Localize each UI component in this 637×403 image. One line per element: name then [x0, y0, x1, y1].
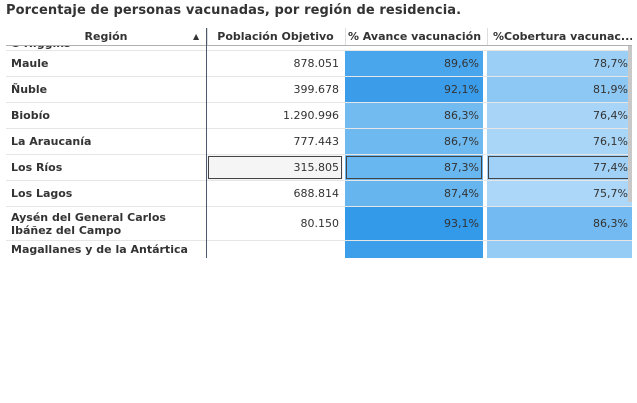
cell-cobertura: 75,7% [487, 181, 632, 206]
table-row[interactable]: La Araucanía 777.443 86,7% 76,1% [6, 129, 632, 155]
cell-region: La Araucanía [11, 135, 92, 148]
cell-poblacion: 688.814 [293, 187, 340, 200]
cell-region: Biobío [11, 109, 50, 122]
cell-poblacion: 399.678 [293, 83, 340, 96]
cell-avance: 87,3% [345, 155, 483, 180]
table-row[interactable]: Biobío 1.290.996 86,3% 76,4% [6, 103, 632, 129]
cell-poblacion: 777.443 [293, 135, 340, 148]
cell-region: Aysén del General Carlos Ibáñez del Camp… [11, 210, 166, 237]
cell-region: Los Ríos [11, 161, 63, 174]
cell-poblacion: 315.805 [207, 155, 343, 180]
cell-poblacion: 141.000 [207, 241, 343, 258]
cell-cobertura: 77,4% [487, 155, 632, 180]
cell-avance: 86,7% [345, 129, 483, 154]
table-row[interactable]: Maule 878.051 89,6% 78,7% [6, 51, 632, 77]
cell-poblacion: 878.051 [293, 57, 340, 70]
cell-cobertura: 76,1% [487, 129, 632, 154]
page-title: Porcentaje de personas vacunadas, por re… [6, 3, 462, 18]
vertical-scrollbar[interactable] [628, 46, 632, 202]
table-row[interactable]: Los Lagos 688.814 87,4% 75,7% [6, 181, 632, 207]
table-header: Región ▲ Población Objetivo % Avance vac… [6, 28, 632, 46]
cell-region: Magallanes y de la Antártica [11, 243, 188, 256]
column-header-avance[interactable]: % Avance vacunación [345, 28, 483, 45]
cell-region: Maule [11, 57, 49, 70]
vaccination-table: Región ▲ Población Objetivo % Avance vac… [6, 28, 632, 258]
cell-avance: 89,6% [345, 51, 483, 76]
table-row[interactable]: Magallanes y de la Antártica 141.000 91,… [6, 241, 632, 258]
cell-avance: 93,1% [345, 207, 483, 240]
column-header-poblacion[interactable]: Población Objetivo [207, 28, 343, 45]
cell-region: Ñuble [11, 83, 48, 96]
cell-region: Los Lagos [11, 187, 73, 200]
cell-cobertura: 78,7% [487, 51, 632, 76]
cell-cobertura: 86,3% [487, 207, 632, 240]
cell-cobertura: 81,9% [487, 77, 632, 102]
table-row[interactable]: Aysén del General Carlos Ibáñez del Camp… [6, 207, 632, 241]
table-row-selected[interactable]: Los Ríos 315.805 87,3% 77,4% [6, 155, 632, 181]
table-row[interactable]: Ñuble 399.678 92,1% 81,9% [6, 77, 632, 103]
cell-cobertura: 76,4% [487, 103, 632, 128]
cell-poblacion: 1.290.996 [283, 109, 339, 122]
cell-avance: 86,3% [345, 103, 483, 128]
frozen-column-divider [206, 28, 207, 258]
column-header-cobertura[interactable]: %Cobertura vacunac... [487, 28, 632, 45]
sort-ascending-icon[interactable]: ▲ [193, 32, 200, 41]
column-header-region[interactable]: Región [84, 30, 128, 43]
cell-avance: 87,4% [345, 181, 483, 206]
cell-cobertura: 80,3% [487, 241, 632, 258]
cell-avance: 92,1% [345, 77, 483, 102]
cell-poblacion: 80.150 [300, 217, 340, 230]
cell-avance: 91,8% [345, 241, 483, 258]
